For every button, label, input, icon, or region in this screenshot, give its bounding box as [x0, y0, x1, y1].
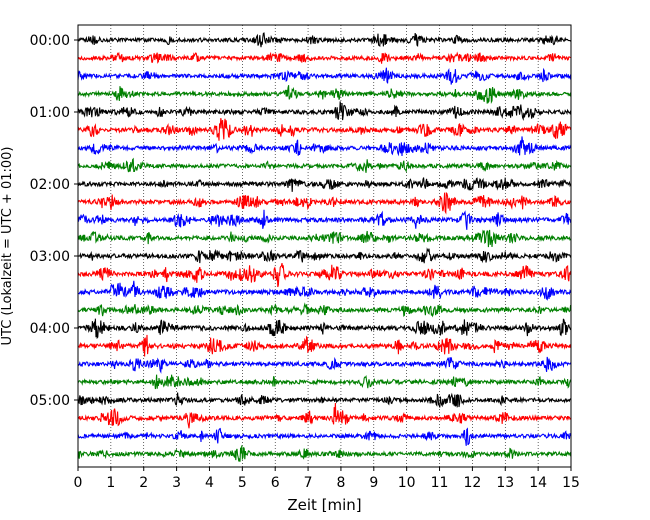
x-tick-label: 5 — [238, 475, 247, 491]
x-tick-label: 2 — [139, 475, 148, 491]
trace-0430 — [77, 356, 572, 374]
trace-0000 — [77, 32, 572, 48]
trace-0345 — [77, 302, 572, 318]
x-tick-label: 0 — [74, 475, 83, 491]
trace-0130 — [77, 136, 572, 157]
trace-0045 — [77, 85, 572, 104]
trace-0115 — [77, 118, 572, 141]
x-tick-label: 13 — [496, 475, 514, 491]
plot-frame — [77, 24, 572, 468]
x-tick-label: 3 — [172, 475, 181, 491]
x-axis-ticks: 0 1 2 3 4 5 6 7 8 9 10 11 12 13 14 15 — [74, 467, 580, 491]
y-tick-label: 03:00 — [30, 249, 70, 265]
trace-0315 — [77, 262, 572, 288]
y-tick-label: 00:00 — [30, 33, 70, 49]
trace-0215 — [77, 191, 572, 215]
x-tick-label: 9 — [369, 475, 378, 491]
x-tick-label: 14 — [529, 475, 547, 491]
y-tick-label: 01:00 — [30, 105, 70, 121]
trace-0500 — [77, 392, 571, 408]
trace-0200 — [77, 177, 572, 192]
trace-0445 — [77, 374, 572, 390]
trace-0515 — [77, 402, 572, 429]
x-tick-label: 6 — [271, 475, 280, 491]
x-tick-label: 1 — [106, 475, 115, 491]
y-tick-label: 04:00 — [30, 321, 70, 337]
trace-0245 — [77, 229, 572, 248]
x-axis-label: Zeit [min] — [287, 496, 361, 514]
x-tick-label: 11 — [431, 475, 449, 491]
trace-0400 — [77, 318, 572, 340]
y-tick-label: 05:00 — [30, 393, 70, 409]
trace-0415 — [77, 334, 572, 357]
x-tick-label: 7 — [304, 475, 313, 491]
y-axis-ticks: 00:00 01:00 02:00 03:00 04:00 05:00 — [30, 33, 78, 409]
trace-0100 — [77, 101, 572, 121]
y-tick-label: 02:00 — [30, 177, 70, 193]
trace-0530 — [77, 427, 572, 446]
x-tick-label: 8 — [336, 475, 345, 491]
trace-0545 — [77, 445, 572, 462]
trace-0145 — [77, 157, 572, 174]
trace-0330 — [77, 280, 572, 301]
trace-0015 — [77, 51, 571, 64]
y-axis-label: UTC (Lokalzeit = UTC + 01:00) — [0, 147, 15, 346]
trace-0030 — [77, 67, 572, 85]
seismogram-traces — [77, 32, 572, 462]
x-tick-label: 12 — [463, 475, 481, 491]
trace-0230 — [77, 209, 572, 230]
x-tick-label: 4 — [205, 475, 214, 491]
x-tick-label: 15 — [562, 475, 580, 491]
x-tick-label: 10 — [398, 475, 416, 491]
trace-0300 — [77, 247, 572, 264]
